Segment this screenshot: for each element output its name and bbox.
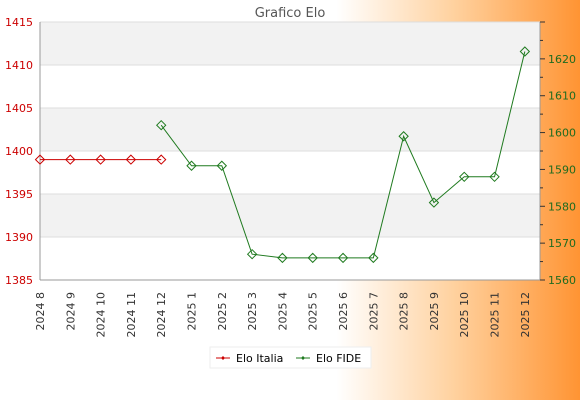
data-point-marker — [489, 171, 500, 183]
legend-marker — [301, 356, 305, 360]
right-tick-label: 1620 — [548, 53, 576, 66]
data-point-marker — [307, 252, 318, 264]
x-tick-label: 2024 9 — [64, 292, 77, 331]
right-tick-label: 1600 — [548, 127, 576, 140]
left-tick-label: 1400 — [5, 145, 33, 158]
left-tick-label: 1385 — [5, 274, 33, 287]
left-tick-label: 1410 — [5, 59, 33, 72]
left-y-axis: 1385 1390 1395 1400 1405 1410 1415 — [5, 16, 540, 287]
right-tick-label: 1610 — [548, 90, 576, 103]
x-tick-label: 2025 12 — [519, 292, 532, 338]
x-tick-label: 2025 4 — [276, 292, 289, 331]
grid-band — [40, 22, 540, 65]
data-point-marker — [277, 252, 288, 264]
left-tick-label: 1405 — [5, 102, 33, 115]
data-point-marker — [519, 46, 531, 57]
left-tick-label: 1395 — [5, 188, 33, 201]
right-y-axis: 1560 1570 1580 1590 1600 1610 1620 — [539, 21, 576, 287]
x-tick-label: 2025 10 — [458, 292, 471, 338]
chart-title: Grafico Elo — [255, 6, 326, 21]
x-tick-label: 2025 8 — [398, 292, 411, 331]
x-tick-label: 2025 3 — [246, 292, 259, 331]
left-tick-label: 1415 — [5, 16, 33, 29]
data-point-marker — [186, 160, 197, 171]
legend-box — [209, 346, 372, 369]
data-point-marker — [459, 171, 470, 183]
left-tick-label: 1390 — [5, 231, 33, 244]
data-point-marker — [156, 119, 167, 131]
data-point-marker — [368, 252, 379, 264]
grid-band — [40, 108, 540, 151]
legend: Elo Italia Elo FIDE — [209, 346, 372, 369]
series-elo-fide — [156, 46, 531, 264]
legend-marker — [221, 356, 225, 360]
x-tick-label: 2025 9 — [428, 292, 441, 331]
data-point-marker — [428, 197, 440, 208]
right-tick-label: 1590 — [548, 163, 576, 176]
x-tick-label: 2025 6 — [337, 292, 350, 331]
legend-label: Elo Italia — [236, 352, 283, 365]
x-tick-label: 2024 10 — [95, 292, 108, 338]
x-tick-label: 2024 11 — [125, 292, 138, 338]
data-point-marker — [125, 154, 137, 165]
data-point-marker — [156, 154, 167, 165]
x-tick-label: 2024 8 — [34, 292, 47, 331]
series-line — [160, 51, 526, 259]
x-tick-label: 2025 1 — [186, 292, 199, 331]
right-tick-label: 1560 — [548, 274, 576, 287]
data-point-marker — [246, 248, 258, 260]
x-tick-label: 2025 2 — [216, 292, 229, 331]
series-elo-italia — [34, 154, 167, 165]
right-tick-label: 1580 — [548, 200, 576, 213]
data-point-marker — [95, 154, 106, 165]
right-tick-label: 1570 — [548, 237, 576, 250]
data-point-marker — [65, 154, 76, 165]
legend-label: Elo FIDE — [316, 352, 361, 365]
x-tick-label: 2025 5 — [307, 292, 320, 331]
x-tick-label: 2025 7 — [367, 292, 380, 331]
x-tick-label: 2025 11 — [489, 292, 502, 338]
grid-band — [40, 194, 540, 237]
x-tick-label: 2024 12 — [155, 292, 168, 338]
series-layer — [34, 46, 531, 264]
data-point-marker — [398, 131, 409, 142]
data-point-marker — [34, 154, 46, 165]
data-point-marker — [216, 160, 228, 171]
data-point-marker — [337, 252, 349, 264]
